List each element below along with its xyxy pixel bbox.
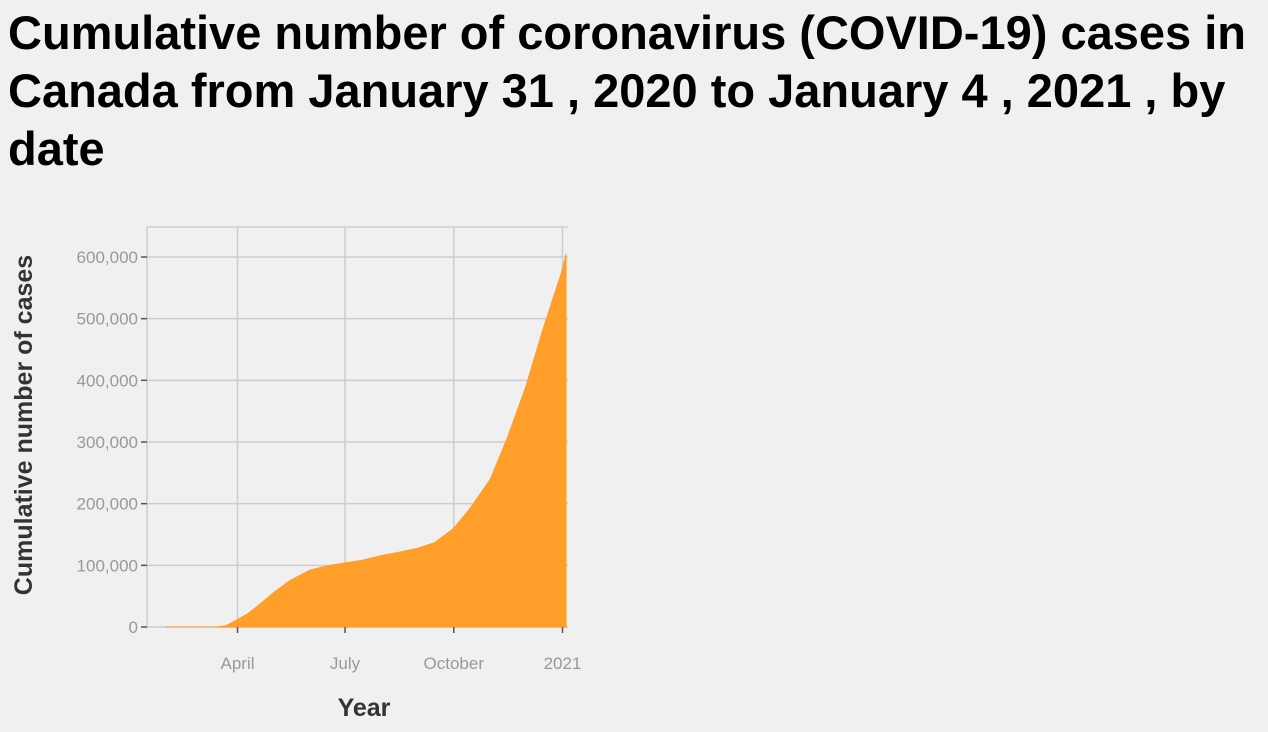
y-tick-label: 600,000 [77, 248, 138, 267]
y-axis: 0 100,000 200,000 300,000 400,000 500,000 600,… [77, 248, 147, 637]
y-tick-label: 0 [129, 618, 138, 637]
x-tick-label: April [220, 654, 254, 673]
x-tick-label: July [330, 654, 361, 673]
x-axis-title: Year [338, 694, 391, 722]
x-tick-label: October [424, 654, 485, 673]
y-axis-title: Cumulative number of cases [10, 255, 38, 595]
x-axis: April July October 2021 [220, 627, 581, 673]
y-tick-label: 200,000 [77, 495, 138, 514]
y-tick-label: 400,000 [77, 371, 138, 390]
x-tick-label: 2021 [544, 654, 582, 673]
y-tick-label: 100,000 [77, 556, 138, 575]
y-tick-label: 300,000 [77, 433, 138, 452]
area-series [165, 253, 567, 628]
chart-title: Cumulative number of coronavirus (COVID-… [8, 6, 1246, 175]
y-tick-label: 500,000 [77, 310, 138, 329]
